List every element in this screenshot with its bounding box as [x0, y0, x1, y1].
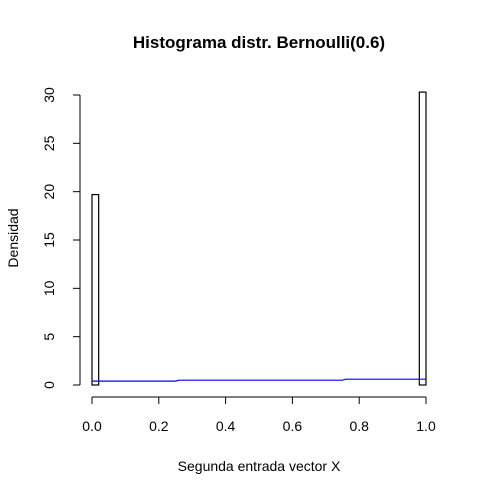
histogram-bar-2 [418, 91, 427, 386]
x-tick-label-1: 0.2 [149, 418, 169, 434]
x-tick-label-2: 0.4 [216, 418, 236, 434]
x-axis-label: Segunda entrada vector X [178, 458, 341, 474]
histogram-bar-0 [91, 193, 100, 386]
x-axis: 0.0 0.2 0.4 0.6 0.8 1.0 [82, 396, 436, 434]
y-axis-label: Densidad [5, 208, 21, 267]
y-tick-label-2: 10 [41, 280, 57, 296]
y-tick-label-0: 0 [41, 381, 57, 389]
y-tick-label-4: 20 [41, 184, 57, 200]
x-tick-label-3: 0.6 [283, 418, 303, 434]
density-curve-group [92, 378, 426, 382]
y-tick-label-6: 30 [41, 87, 57, 103]
y-tick-label-3: 15 [41, 232, 57, 248]
x-tick-label-5: 1.0 [416, 418, 436, 434]
density-curve [92, 378, 426, 382]
y-tick-label-1: 5 [41, 333, 57, 341]
y-tick-label-5: 25 [41, 135, 57, 151]
x-tick-label-0: 0.0 [82, 418, 102, 434]
chart-title: Histograma distr. Bernoulli(0.6) [133, 33, 385, 52]
x-tick-label-4: 0.8 [349, 418, 369, 434]
histogram-bars [91, 91, 427, 386]
y-axis: 0 5 10 15 20 25 30 [41, 87, 81, 389]
